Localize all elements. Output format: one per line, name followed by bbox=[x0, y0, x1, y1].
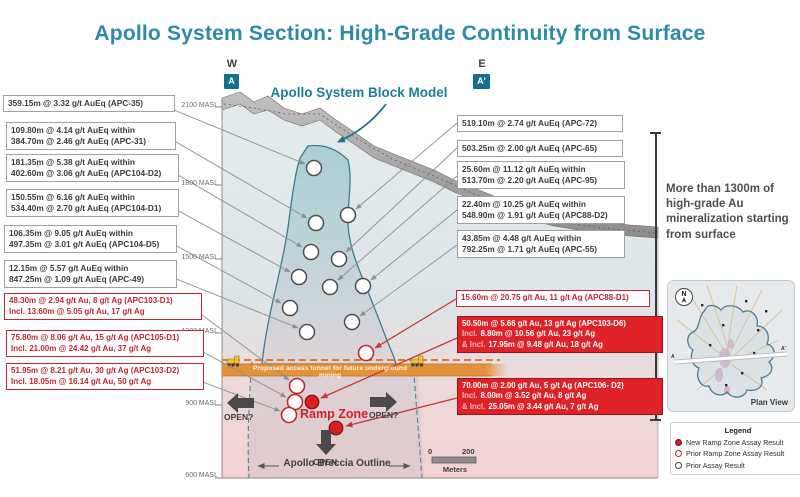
tunnel-band bbox=[222, 364, 508, 376]
assay-callout-right-4: 22.40m @ 10.25 g/t AuEq within 548.90m @… bbox=[457, 196, 625, 224]
scale-unit-label: Meters bbox=[442, 465, 468, 474]
new-ramp-marker-icon bbox=[675, 438, 682, 446]
assay-callout-left-3: 181.35m @ 5.38 g/t AuEq within 402.60m @… bbox=[6, 154, 179, 182]
svg-text:N: N bbox=[681, 291, 686, 298]
assay-callout-right-3: 25.60m @ 11.12 g/t AuEq within 513.70m @… bbox=[457, 161, 625, 189]
assay-callout-right-2: 503.25m @ 2.00 g/t AuEq (APC-65) bbox=[457, 140, 623, 157]
assay-callout-left-4: 150.55m @ 6.16 g/t AuEq within 534.40m @… bbox=[6, 189, 179, 217]
assay-callout-left-1: 359.15m @ 3.32 g/t AuEq (APC-35) bbox=[3, 95, 175, 112]
tunnel-label: Proposed access tunnel for future underg… bbox=[252, 365, 408, 379]
terrain-texture bbox=[223, 103, 657, 234]
scale-bar bbox=[431, 456, 477, 464]
masl-label: 1500 MASL bbox=[181, 254, 218, 261]
masl-ticks bbox=[215, 106, 222, 479]
assay-callout-left-7: 48.30m @ 2.94 g/t Au, 8 g/t Ag (APC103-D… bbox=[4, 293, 202, 321]
ramp-zone-connector-lines bbox=[320, 298, 458, 428]
open-left-label: OPEN? bbox=[224, 412, 254, 422]
depth-annotation: More than 1300m of high-grade Au mineral… bbox=[666, 183, 789, 241]
prior-ramp-assay-markers bbox=[280, 344, 375, 424]
new-ramp-assay-markers bbox=[304, 394, 344, 436]
legend-item-prior-ramp: Prior Ramp Zone Assay Result bbox=[675, 449, 800, 458]
truck-icon bbox=[410, 355, 424, 367]
prior-marker-icon bbox=[675, 461, 682, 469]
plan-view-label: Plan View bbox=[751, 398, 789, 407]
assay-callout-right-5: 43.85m @ 4.48 g/t AuEq within 792.25m @ … bbox=[457, 230, 625, 258]
open-arrow-right bbox=[370, 392, 397, 412]
legend-title: Legend bbox=[724, 426, 752, 435]
block-model-label: Apollo System Block Model bbox=[270, 85, 448, 100]
east-direction-label: E bbox=[478, 58, 486, 70]
assay-callout-right-6: 15.60m @ 20.75 g/t Au, 11 g/t Ag (APC88-… bbox=[456, 290, 650, 307]
open-down-label: OPEN bbox=[313, 457, 338, 467]
masl-label: 900 MASL bbox=[185, 400, 218, 407]
open-arrow-left bbox=[227, 393, 254, 413]
drill-trace-lines bbox=[161, 104, 458, 412]
legend-item-label: New Ramp Zone Assay Result bbox=[686, 437, 784, 447]
plan-section-west-mark: A bbox=[671, 354, 675, 360]
plan-section-line bbox=[674, 352, 788, 364]
scale-start-label: 0 bbox=[428, 447, 433, 456]
section-line-marker-a: A bbox=[224, 74, 239, 89]
assay-callout-left-2: 109.80m @ 4.14 g/t AuEq within 384.70m @… bbox=[6, 122, 176, 150]
assay-callout-right-7: 50.50m @ 5.66 g/t Au, 13 g/t Ag (APC103-… bbox=[457, 316, 663, 353]
block-model-pointer-arrow bbox=[337, 103, 387, 143]
masl-label: 600 MASL bbox=[185, 472, 218, 479]
assay-line: 359.15m @ 3.32 g/t AuEq (APC-35) bbox=[8, 98, 144, 108]
north-compass-icon: N bbox=[675, 288, 693, 306]
legend-item-prior: Prior Assay Result bbox=[675, 461, 800, 470]
assay-callout-left-6: 12.15m @ 5.57 g/t AuEq within 847.25m @ … bbox=[4, 260, 177, 288]
prior-assay-markers bbox=[281, 159, 372, 341]
open-right-label: OPEN? bbox=[369, 410, 399, 420]
assay-callout-right-8: 70.00m @ 2.00 g/t Au, 5 g/t Ag (APC106- … bbox=[457, 378, 663, 415]
assay-callout-right-1: 519.10m @ 2.74 g/t AuEq (APC-72) bbox=[457, 115, 623, 132]
legend-item-label: Prior Ramp Zone Assay Result bbox=[686, 449, 785, 458]
legend-item-new-ramp: New Ramp Zone Assay Result bbox=[675, 438, 800, 447]
ramp-zone-label: Ramp Zone bbox=[300, 407, 369, 421]
legend-item-label: Prior Assay Result bbox=[686, 460, 745, 470]
truck-icon bbox=[226, 355, 240, 367]
section-line-marker-a-prime: A' bbox=[473, 74, 490, 89]
assay-callout-left-9: 51.95m @ 8.21 g/t Au, 30 g/t Ag (APC103-… bbox=[6, 363, 204, 391]
legend: Legend New Ramp Zone Assay Result Prior … bbox=[670, 422, 800, 475]
plan-section-east-mark: A' bbox=[781, 346, 786, 352]
breccia-outline-label: Apollo Breccia Outline bbox=[283, 458, 391, 469]
scale-end-label: 200 bbox=[462, 447, 475, 456]
plan-view-map: A A' N Plan View bbox=[667, 280, 795, 412]
masl-label: 2100 MASL bbox=[181, 102, 218, 109]
plan-collar-squares bbox=[701, 300, 768, 387]
west-direction-label: W bbox=[226, 58, 238, 70]
masl-label: 1800 MASL bbox=[181, 180, 218, 187]
depth-bracket bbox=[650, 132, 661, 421]
plan-apollo-outline bbox=[687, 304, 775, 398]
open-arrow-down bbox=[316, 430, 336, 455]
assay-callout-left-8: 75.80m @ 8.06 g/t Au, 15 g/t Ag (APC105-… bbox=[6, 330, 204, 358]
prior-ramp-marker-icon bbox=[675, 450, 682, 457]
page-title: Apollo System Section: High-Grade Contin… bbox=[94, 22, 706, 45]
assay-callout-left-5: 106.35m @ 9.05 g/t AuEq within 497.35m @… bbox=[4, 225, 177, 253]
